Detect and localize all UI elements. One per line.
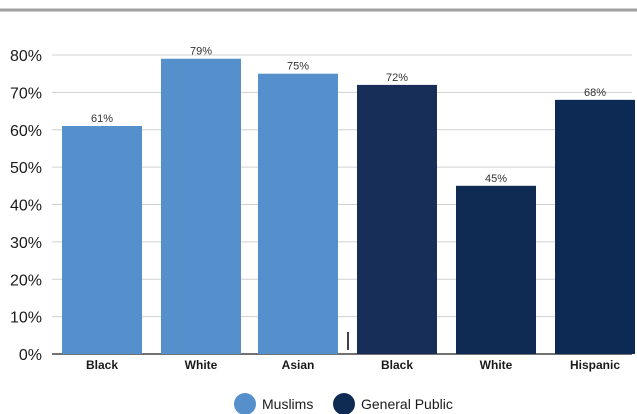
- legend-swatch-muslims: [234, 393, 256, 414]
- data-label: 61%: [91, 113, 113, 125]
- data-label: 45%: [485, 173, 507, 185]
- data-label: 68%: [584, 87, 606, 99]
- category-label: Hispanic: [570, 358, 620, 372]
- bars: [62, 58, 635, 355]
- y-tick-label: 60%: [10, 123, 42, 140]
- bar: [161, 58, 241, 355]
- category-label: White: [480, 358, 513, 372]
- y-tick-label: 20%: [10, 272, 42, 289]
- category-label: Black: [381, 358, 413, 372]
- y-tick-label: 30%: [10, 235, 42, 252]
- category-label: Asian: [282, 358, 315, 372]
- y-tick-label: 50%: [10, 160, 42, 177]
- category-label: White: [185, 358, 218, 372]
- category-labels: Black White Asian Black White Hispanic: [86, 358, 620, 372]
- bar: [555, 99, 635, 354]
- y-tick-label: 80%: [10, 48, 42, 65]
- y-tick-label: 40%: [10, 198, 42, 215]
- y-tick-label: 0%: [19, 347, 42, 364]
- data-label: 79%: [190, 46, 212, 58]
- data-labels: 61% 79% 75% 72% 45% 68%: [91, 46, 606, 185]
- y-tick-label: 10%: [10, 310, 42, 327]
- legend-label-general-public: General Public: [361, 396, 453, 412]
- y-tick-label: 70%: [10, 85, 42, 102]
- gridlines: [52, 54, 632, 355]
- category-label: Black: [86, 358, 118, 372]
- legend: Muslims General Public: [234, 393, 453, 414]
- bar: [456, 185, 536, 354]
- data-label: 75%: [287, 61, 309, 73]
- bar: [258, 73, 338, 354]
- data-label: 72%: [386, 72, 408, 84]
- bar: [62, 126, 142, 354]
- y-axis-ticks: 0% 10% 20% 30% 40% 50% 60% 70% 80%: [10, 48, 42, 364]
- legend-label-muslims: Muslims: [262, 396, 313, 412]
- legend-swatch-general-public: [333, 393, 355, 414]
- bar: [357, 84, 437, 355]
